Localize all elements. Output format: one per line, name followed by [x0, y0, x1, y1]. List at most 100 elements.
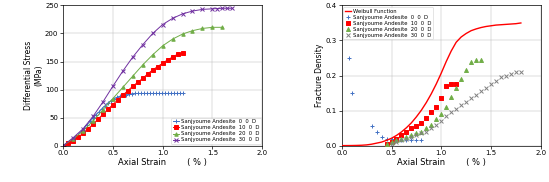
Sanjyoume Andesite  0  0  D [348, 92, 356, 94]
Sanjyoume Andesite  0  0  D [96, 111, 102, 113]
Sanjyoume Andesite  10  0  D [447, 83, 456, 86]
Sanjyoume Andesite  0  0  D [135, 92, 141, 95]
Sanjyoume Andesite  10  0  D [159, 62, 166, 64]
Sanjyoume Andesite  0  0  D [110, 98, 117, 100]
Sanjyoume Andesite  30  0  D [442, 114, 451, 117]
Sanjyoume Andesite  30  0  D [179, 13, 186, 15]
Sanjyoume Andesite  30  0  D [219, 7, 226, 9]
Weibull Function [423, 101, 430, 104]
Sanjyoume Andesite  0  0  D [392, 138, 401, 141]
Sanjyoume Andesite  20  0  D [392, 139, 401, 142]
Sanjyoume Andesite  0  0  D [83, 124, 90, 126]
Sanjyoume Andesite  20  0  D [179, 33, 186, 35]
Sanjyoume Andesite  0  0  D [63, 143, 69, 146]
Y-axis label: Differential Stress
(MPa): Differential Stress (MPa) [24, 41, 43, 110]
Sanjyoume Andesite  30  0  D [159, 23, 166, 26]
Sanjyoume Andesite  0  0  D [344, 57, 353, 60]
Sanjyoume Andesite  20  0  D [199, 27, 206, 29]
Sanjyoume Andesite  10  0  D [144, 73, 151, 75]
Sanjyoume Andesite  0  0  D [137, 92, 144, 95]
Weibull Function [428, 93, 435, 95]
Weibull Function [508, 23, 514, 25]
Sanjyoume Andesite  20  0  D [70, 138, 76, 140]
Sanjyoume Andesite  30  0  D [209, 8, 216, 10]
Weibull Function [398, 131, 405, 133]
Sanjyoume Andesite  30  0  D [214, 7, 221, 10]
Sanjyoume Andesite  30  0  D [422, 130, 431, 133]
Sanjyoume Andesite  10  0  D [432, 106, 441, 108]
Sanjyoume Andesite  10  0  D [402, 130, 411, 133]
Sanjyoume Andesite  0  0  D [81, 127, 87, 129]
Sanjyoume Andesite  10  0  D [149, 69, 156, 71]
Y-axis label: Fracture Density: Fracture Density [315, 44, 324, 107]
Line: Sanjyoume Andesite  20  0  D: Sanjyoume Andesite 20 0 D [61, 26, 224, 147]
Sanjyoume Andesite  20  0  D [120, 86, 126, 88]
Sanjyoume Andesite  0  0  D [122, 94, 129, 96]
Weibull Function [403, 127, 410, 129]
Line: Sanjyoume Andesite  0  0  D: Sanjyoume Andesite 0 0 D [61, 92, 184, 147]
Weibull Function [513, 23, 519, 25]
Weibull Function [453, 41, 460, 43]
Sanjyoume Andesite  10  0  D [437, 97, 446, 100]
Weibull Function [492, 24, 499, 26]
Sanjyoume Andesite  30  0  D [149, 32, 156, 35]
Sanjyoume Andesite  20  0  D [382, 142, 391, 145]
Sanjyoume Andesite  30  0  D [402, 137, 411, 140]
Sanjyoume Andesite  0  0  D [176, 92, 183, 95]
Sanjyoume Andesite  20  0  D [477, 58, 485, 61]
Line: Sanjyoume Andesite  10  0  D: Sanjyoume Andesite 10 0 D [61, 51, 184, 147]
Sanjyoume Andesite  10  0  D [164, 59, 171, 61]
Sanjyoume Andesite  30  0  D [407, 135, 416, 138]
Sanjyoume Andesite  0  0  D [128, 93, 135, 95]
Sanjyoume Andesite  20  0  D [189, 30, 196, 32]
Sanjyoume Andesite  20  0  D [159, 45, 166, 47]
Weibull Function [378, 141, 385, 143]
Sanjyoume Andesite  30  0  D [224, 7, 231, 9]
Sanjyoume Andesite  10  0  D [442, 85, 451, 88]
Sanjyoume Andesite  0  0  D [170, 92, 177, 95]
Sanjyoume Andesite  0  0  D [407, 139, 416, 141]
Sanjyoume Andesite  30  0  D [412, 134, 421, 136]
Sanjyoume Andesite  10  0  D [75, 136, 81, 138]
Sanjyoume Andesite  10  0  D [80, 132, 86, 134]
Weibull Function [488, 25, 494, 27]
Sanjyoume Andesite  10  0  D [417, 121, 426, 124]
Weibull Function [468, 30, 474, 32]
Sanjyoume Andesite  0  0  D [131, 92, 138, 95]
Sanjyoume Andesite  20  0  D [412, 132, 421, 135]
Sanjyoume Andesite  10  0  D [407, 127, 416, 130]
Sanjyoume Andesite  30  0  D [70, 137, 76, 139]
Sanjyoume Andesite  0  0  D [99, 108, 105, 110]
Sanjyoume Andesite  0  0  D [141, 92, 147, 95]
Legend: Weibull Function, Sanjyoume Andesite  0  0  D, Sanjyoume Andesite  10  0  D, San: Weibull Function, Sanjyoume Andesite 0 0… [343, 7, 433, 39]
Sanjyoume Andesite  20  0  D [397, 137, 406, 140]
Weibull Function [344, 145, 350, 147]
Sanjyoume Andesite  30  0  D [120, 70, 126, 72]
Weibull Function [448, 50, 455, 52]
Sanjyoume Andesite  30  0  D [512, 71, 520, 74]
Sanjyoume Andesite  0  0  D [382, 137, 391, 140]
Sanjyoume Andesite  0  0  D [69, 139, 75, 142]
Sanjyoume Andesite  10  0  D [452, 83, 461, 86]
Sanjyoume Andesite  0  0  D [161, 92, 168, 95]
Weibull Function [433, 83, 440, 85]
Sanjyoume Andesite  0  0  D [143, 92, 150, 95]
Sanjyoume Andesite  0  0  D [60, 145, 66, 147]
Weibull Function [373, 142, 380, 144]
Sanjyoume Andesite  20  0  D [442, 106, 451, 108]
Sanjyoume Andesite  20  0  D [462, 69, 470, 72]
Weibull Function [443, 60, 450, 63]
Weibull Function [393, 134, 400, 136]
Legend: Sanjyoume Andesite  0  0  D, Sanjyoume Andesite  10  0  D, Sanjyoume Andesite  2: Sanjyoume Andesite 0 0 D, Sanjyoume Ande… [171, 118, 261, 144]
Sanjyoume Andesite  10  0  D [120, 94, 126, 96]
Sanjyoume Andesite  0  0  D [387, 138, 396, 141]
Weibull Function [383, 139, 390, 141]
Sanjyoume Andesite  20  0  D [437, 113, 446, 116]
Sanjyoume Andesite  0  0  D [108, 100, 114, 102]
Sanjyoume Andesite  0  0  D [367, 125, 376, 128]
Sanjyoume Andesite  30  0  D [80, 128, 86, 130]
Weibull Function [503, 23, 509, 25]
Sanjyoume Andesite  0  0  D [105, 102, 111, 104]
Sanjyoume Andesite  30  0  D [130, 56, 136, 58]
Sanjyoume Andesite  10  0  D [60, 145, 66, 147]
